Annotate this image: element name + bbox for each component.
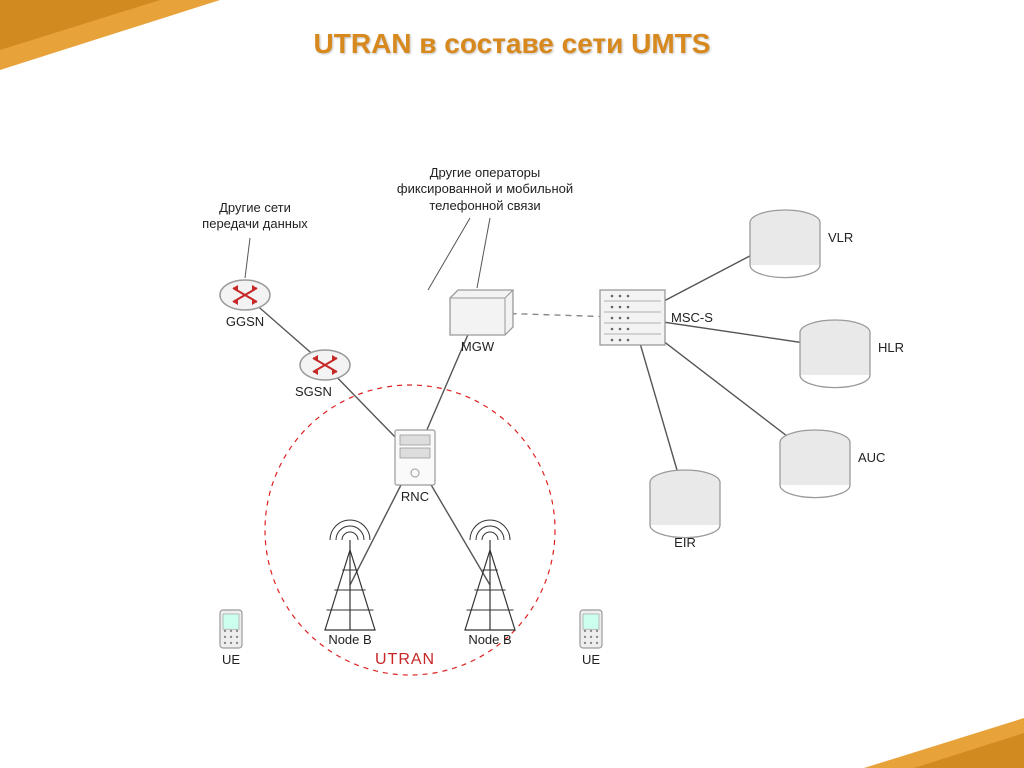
caption-other_networks: Другие сетипередачи данных xyxy=(170,200,340,233)
node-label-sgsn: SGSN xyxy=(295,384,332,399)
corner-accent-br-inner xyxy=(914,733,1024,768)
node-label-mscs: MSC-S xyxy=(671,310,713,325)
caption-utran: UTRAN xyxy=(375,650,435,670)
node-label-rnc: RNC xyxy=(401,489,429,504)
caption-other_operators: Другие операторыфиксированной и мобильно… xyxy=(370,165,600,214)
network-diagram: GGSN SGSN MGW MSC-S RNC Node B Node B UE UE VLR HL… xyxy=(160,140,910,700)
node-label-nodeb1: Node B xyxy=(328,632,371,647)
node-label-eir: EIR xyxy=(674,535,696,550)
node-label-vlr: VLR xyxy=(828,230,853,245)
node-label-nodeb2: Node B xyxy=(468,632,511,647)
slide-title: UTRAN в составе сети UMTS xyxy=(0,28,1024,60)
node-label-ggsn: GGSN xyxy=(226,314,264,329)
node-label-ue1: UE xyxy=(222,652,240,667)
node-label-auc: AUC xyxy=(858,450,885,465)
node-label-mgw: MGW xyxy=(461,339,494,354)
node-label-hlr: HLR xyxy=(878,340,904,355)
slide: UTRAN в составе сети UMTS GGSN SGSN MGW MSC… xyxy=(0,0,1024,768)
node-label-ue2: UE xyxy=(582,652,600,667)
